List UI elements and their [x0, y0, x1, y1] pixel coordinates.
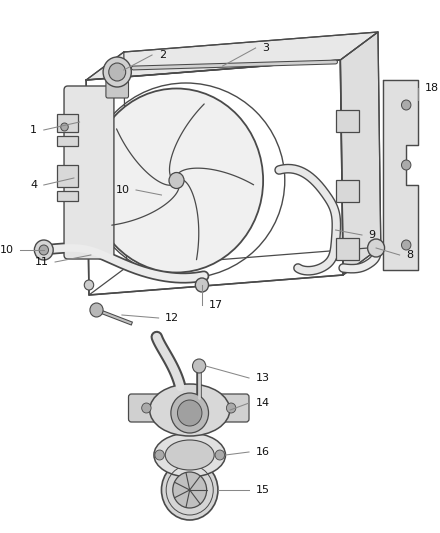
FancyBboxPatch shape [213, 394, 249, 422]
FancyBboxPatch shape [64, 86, 114, 259]
Circle shape [142, 403, 151, 413]
Circle shape [39, 245, 48, 255]
Text: 13: 13 [256, 373, 270, 383]
Circle shape [169, 173, 184, 189]
FancyBboxPatch shape [106, 80, 128, 98]
Text: 2: 2 [159, 50, 166, 60]
Circle shape [177, 400, 202, 426]
Circle shape [161, 460, 218, 520]
Circle shape [195, 278, 209, 292]
FancyBboxPatch shape [128, 394, 164, 422]
Text: 1: 1 [30, 125, 37, 135]
Text: 10: 10 [115, 185, 129, 195]
Polygon shape [383, 80, 418, 270]
Polygon shape [340, 32, 381, 275]
Text: 8: 8 [406, 250, 413, 260]
Polygon shape [86, 60, 343, 295]
Circle shape [215, 450, 224, 460]
Circle shape [90, 303, 103, 317]
FancyBboxPatch shape [57, 165, 78, 187]
Circle shape [171, 393, 209, 433]
Polygon shape [86, 32, 378, 80]
Circle shape [34, 240, 53, 260]
Text: 3: 3 [262, 43, 269, 53]
Circle shape [90, 88, 263, 272]
Ellipse shape [150, 384, 230, 436]
Circle shape [402, 160, 411, 170]
Text: 16: 16 [256, 447, 270, 457]
FancyBboxPatch shape [336, 110, 359, 132]
Text: 10: 10 [0, 245, 14, 255]
FancyBboxPatch shape [336, 238, 359, 260]
FancyBboxPatch shape [57, 114, 78, 132]
Ellipse shape [154, 433, 225, 477]
Text: 14: 14 [256, 398, 270, 408]
Circle shape [84, 280, 94, 290]
Circle shape [173, 472, 207, 508]
Circle shape [227, 403, 236, 413]
Circle shape [402, 240, 411, 250]
Circle shape [109, 63, 126, 81]
Ellipse shape [165, 440, 214, 470]
Text: 9: 9 [369, 230, 376, 240]
Text: 12: 12 [165, 313, 180, 323]
Circle shape [103, 57, 131, 87]
Text: 4: 4 [30, 180, 37, 190]
Text: 11: 11 [34, 257, 48, 267]
Circle shape [193, 359, 206, 373]
Circle shape [155, 450, 164, 460]
Circle shape [402, 100, 411, 110]
FancyBboxPatch shape [336, 180, 359, 202]
Text: 15: 15 [256, 485, 270, 495]
Circle shape [368, 239, 385, 257]
Text: 18: 18 [425, 83, 439, 93]
FancyBboxPatch shape [57, 191, 78, 201]
Text: 17: 17 [209, 300, 223, 310]
FancyBboxPatch shape [57, 136, 78, 146]
Circle shape [61, 123, 68, 131]
